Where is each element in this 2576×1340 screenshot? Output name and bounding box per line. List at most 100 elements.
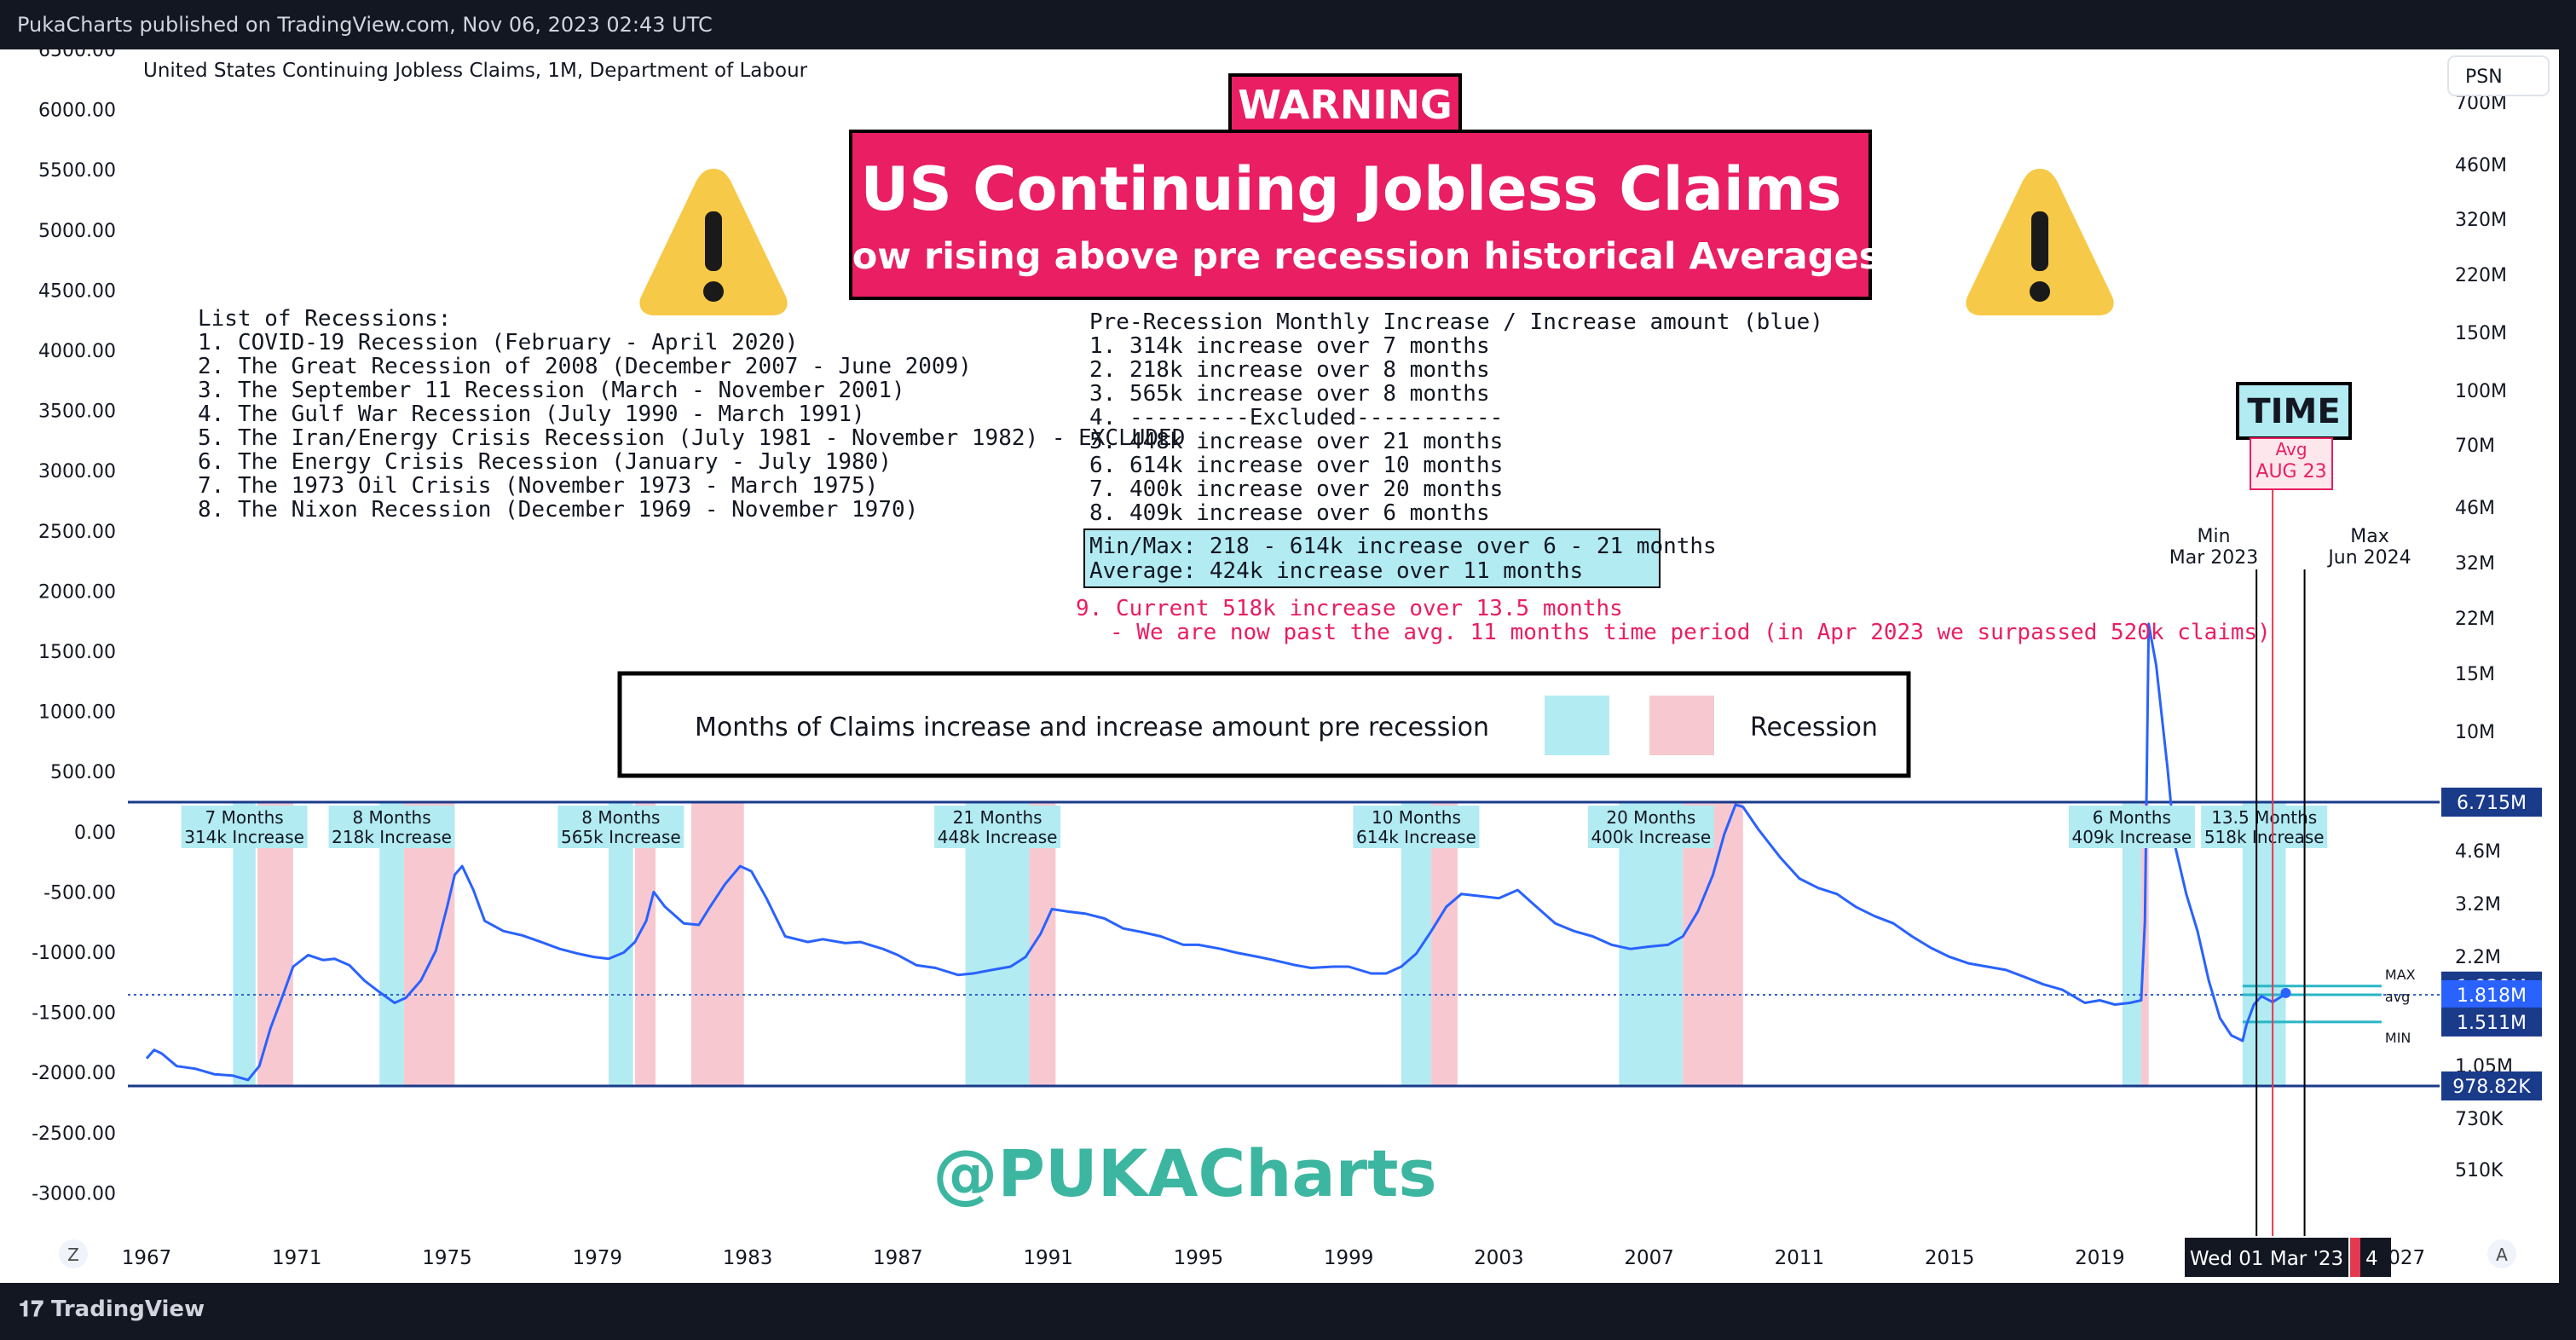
recession-item: 2. The Great Recession of 2008 (December… <box>198 354 972 379</box>
recession-band <box>1683 802 1743 1086</box>
recession-band <box>257 802 293 1086</box>
band-label-bg <box>2201 806 2328 848</box>
pre-recession-band <box>379 802 404 1086</box>
left-axis-tick: -1000.00 <box>32 943 116 964</box>
min-level-label: MIN <box>2385 1030 2411 1046</box>
pre-recession-band <box>2242 802 2286 1086</box>
right-axis-tick: 100M <box>2455 381 2507 402</box>
warning-icon <box>639 169 788 315</box>
price-label: 1.818M <box>2457 985 2527 1007</box>
time-min-date: Mar 2023 <box>2169 547 2259 569</box>
recession-item: 3. The September 11 Recession (March - N… <box>198 378 905 403</box>
band-label-bg <box>2068 806 2195 848</box>
band-months-label: 10 Months <box>1372 807 1461 828</box>
increase-item: 2. 218k increase over 8 months <box>1089 357 1490 383</box>
current-increase-note: - We are now past the avg. 11 months tim… <box>1110 620 2271 645</box>
band-amount-label: 400k Increase <box>1591 827 1711 847</box>
band-label-bg <box>1353 806 1480 848</box>
x-axis-tick: 2015 <box>1925 1247 1975 1269</box>
band-months-label: 7 Months <box>205 807 284 828</box>
psn-button[interactable]: PSN <box>2447 55 2550 96</box>
tradingview-logo-icon[interactable]: 𝟏𝟕 TradingView <box>19 1297 205 1323</box>
band-label-bg <box>328 806 455 848</box>
left-axis-tick: -3000.00 <box>32 1183 116 1204</box>
banner-title: US Continuing Jobless Claims <box>861 154 1842 224</box>
band-months-label: 8 Months <box>581 807 660 828</box>
x-axis-tick: 2019 <box>2075 1247 2125 1269</box>
price-label-bg <box>2441 1071 2542 1100</box>
psn-label: PSN <box>2465 66 2503 88</box>
legend-recession-swatch <box>1649 696 1714 755</box>
increase-item: 1. 314k increase over 7 months <box>1089 333 1490 359</box>
x-axis-tick: 1979 <box>573 1247 623 1269</box>
x-axis-tick: 1975 <box>422 1247 472 1269</box>
right-axis-tick: 22M <box>2455 609 2495 630</box>
right-axis-tick: 70M <box>2455 436 2495 457</box>
x-axis: 1967 1971 1975 1979 1983 1987 1991 1995 1999 2003… <box>122 1247 2425 1269</box>
right-axis-tick: 510K <box>2455 1160 2504 1181</box>
recession-item: 6. The Energy Crisis Recession (January … <box>198 449 892 475</box>
right-axis-tick: 46M <box>2455 498 2495 519</box>
price-label-bg <box>2441 1007 2542 1037</box>
band-amount-label: 565k Increase <box>561 827 681 847</box>
increase-item: 7. 400k increase over 20 months <box>1089 477 1503 502</box>
publish-bar: PukaCharts published on TradingView.com,… <box>0 0 2576 49</box>
current-increase-text: 9. Current 518k increase over 13.5 month… <box>1076 596 1623 621</box>
minmax-text: Min/Max: 218 - 614k increase over 6 - 21… <box>1089 534 1717 559</box>
right-axis-tick: 10M <box>2455 722 2495 743</box>
band-label-bg <box>1587 806 1714 848</box>
warning-label: WARNING <box>1238 82 1453 128</box>
vertical-lines-layer <box>2255 489 2306 1236</box>
left-axis-tick: 1000.00 <box>38 702 116 724</box>
chart-canvas[interactable]: 6500.006000.005500.005000.004500.004000.… <box>0 40 2559 1283</box>
band-amount-label: 409k Increase <box>2071 827 2192 847</box>
right-axis-tick: 700M <box>2455 93 2507 114</box>
right-axis-tick: 220M <box>2455 265 2507 286</box>
time-avg-date: AUG 23 <box>2255 461 2326 482</box>
price-label-bg <box>2441 979 2542 1009</box>
pre-recession-band <box>965 802 1030 1086</box>
chart-container[interactable]: 6500.00 6000.00 5500.00 5000.00 4500.00 4000.… <box>0 40 2559 1283</box>
crosshair-date-label: Wed 01 Mar '23 <box>2190 1248 2343 1270</box>
band-amount-label: 518k Increase <box>2204 827 2325 847</box>
band-amount-label: 614k Increase <box>1356 827 1476 847</box>
left-axis-tick: -2500.00 <box>32 1123 116 1145</box>
banner-subtitle: Now rising above pre recession historica… <box>822 235 1880 278</box>
claims-series-line <box>145 622 2287 1082</box>
left-axis-tick: -500.00 <box>43 882 116 904</box>
increase-item: 8. 409k increase over 6 months <box>1089 500 1490 526</box>
crosshair-date: Wed 01 Mar '23 4 <box>2185 1238 2391 1277</box>
minmax-box: Min/Max: 218 - 614k increase over 6 - 21… <box>1083 528 1717 588</box>
x-axis-tick: 1971 <box>272 1247 322 1269</box>
left-axis-tick: 1500.00 <box>38 642 116 663</box>
x-axis-tick: 1999 <box>1324 1247 1374 1269</box>
warning-banner: WARNING US Continuing Jobless Claims Now… <box>822 73 1880 300</box>
right-axis-tick: 2.2M <box>2455 947 2501 968</box>
left-axis-tick: 2500.00 <box>38 522 116 543</box>
pre-recession-band <box>609 802 633 1086</box>
right-axis-tick: 320M <box>2455 210 2507 231</box>
x-axis-tick: 2011 <box>1775 1247 1825 1269</box>
x-axis-tick: 2003 <box>1474 1247 1524 1269</box>
recession-item: 8. The Nixon Recession (December 1969 - … <box>198 497 918 523</box>
band-months-label: 20 Months <box>1606 807 1695 828</box>
pre-recession-band <box>233 802 256 1086</box>
price-label: 6.715M <box>2457 793 2527 814</box>
x-axis-tick: 1967 <box>122 1247 172 1269</box>
right-axis-tick: 3.2M <box>2455 894 2501 915</box>
x-axis-tick: 2007 <box>1624 1247 1674 1269</box>
corner-left-label: Z <box>67 1245 79 1265</box>
left-axis-tick: 5000.00 <box>38 221 116 242</box>
series-last-point <box>2280 987 2291 998</box>
band-label-bg <box>181 806 308 848</box>
left-axis-tick: -1500.00 <box>32 1003 116 1025</box>
recession-band <box>690 802 744 1086</box>
footer-bar: 𝟏𝟕 TradingView <box>0 1283 2576 1340</box>
recession-item: 1. COVID-19 Recession (February - April … <box>198 330 798 355</box>
recession-item: 5. The Iran/Energy Crisis Recession (Jul… <box>198 425 1185 451</box>
recession-item: 4. The Gulf War Recession (July 1990 - M… <box>198 401 865 427</box>
timezone-button[interactable]: Z <box>59 1239 88 1268</box>
band-label-bg <box>934 806 1061 848</box>
auto-scale-button[interactable]: A <box>2487 1239 2516 1268</box>
